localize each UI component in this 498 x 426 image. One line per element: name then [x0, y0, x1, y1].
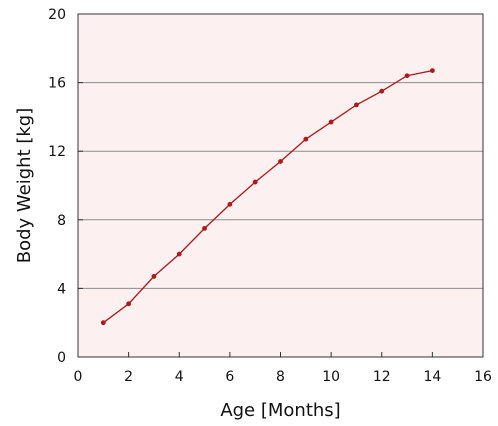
x-tick-label: 4 [175, 369, 184, 385]
data-point [176, 251, 182, 257]
x-tick-label: 8 [276, 369, 285, 385]
data-point [404, 73, 410, 79]
x-tick-label: 14 [423, 369, 441, 385]
plot-area [78, 14, 483, 357]
data-point [202, 225, 207, 231]
data-point [328, 119, 334, 125]
data-point [151, 273, 157, 279]
x-tick-label: 16 [474, 369, 492, 385]
x-tick-label: 12 [373, 369, 391, 385]
y-axis-ticks: 0 4 8 12 16 20 [48, 7, 83, 366]
data-point [429, 68, 435, 73]
y-tick-label: 20 [48, 7, 66, 23]
y-tick-label: 8 [57, 213, 66, 229]
data-point [126, 301, 132, 307]
x-tick-label: 0 [74, 369, 83, 385]
data-point [278, 159, 283, 164]
y-tick-label: 4 [57, 281, 66, 297]
y-tick-label: 12 [48, 144, 66, 160]
series-line [102, 69, 433, 324]
data-point [227, 201, 233, 207]
x-axis-ticks: 0 2 4 6 8 10 12 14 16 [74, 352, 492, 385]
gridlines [78, 82, 483, 289]
data-point [354, 102, 359, 108]
data-point [252, 179, 258, 185]
x-axis-label: Age [Months] [220, 400, 340, 421]
data-point [100, 320, 106, 326]
x-tick-label: 2 [124, 369, 133, 385]
x-tick-label: 6 [225, 369, 234, 385]
data-series [100, 68, 435, 326]
x-tick-label: 10 [322, 369, 340, 385]
y-axis-label: Body Weight [kg] [14, 108, 35, 264]
data-point [379, 88, 385, 94]
y-tick-label: 0 [57, 350, 66, 366]
data-point [303, 136, 309, 142]
y-tick-label: 16 [48, 76, 66, 92]
